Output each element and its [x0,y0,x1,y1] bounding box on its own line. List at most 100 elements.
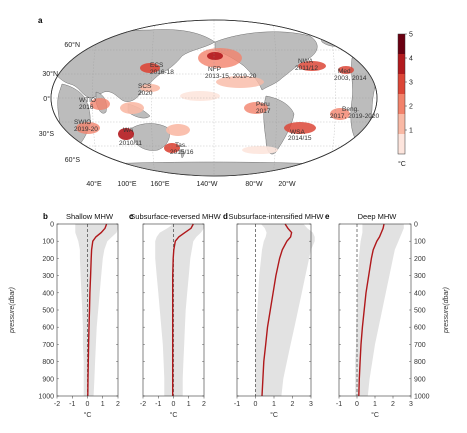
panel-a: a [38,16,413,188]
x-tick-label: -1 [336,401,342,408]
x-axis-label: °C [84,411,92,419]
spread-band [155,224,204,396]
x-tick-label: 1 [373,401,377,408]
y-axis-label: pressure(dbar) [443,287,450,334]
y-tick-label: 900 [42,376,54,383]
event-years: 2017 [256,108,271,115]
y-tick-label: 500 [414,308,426,315]
panel-letter: e [325,212,330,221]
event-name: Beng. [342,106,359,113]
event-name: Med [338,68,351,75]
colorbar-frame [397,33,406,155]
colorbar-tick-label: 2 [409,104,413,111]
x-tick-label: -1 [69,401,75,408]
y-tick-label: 200 [42,256,54,263]
event-name: SCS [138,83,152,90]
panel-letter: b [43,212,48,221]
colorbar-unit: °C [398,160,406,168]
mhw-patches [51,48,354,154]
x-tick-label: 3 [309,401,313,408]
x-tick-label: -1 [234,401,240,408]
event-years: 2017, 2019-2020 [330,113,380,120]
profile-panels: -2 -1 0 1 2°C0100200300400500600700800900100… [9,212,450,419]
event-years: 2016-18 [150,69,174,76]
colorbar-segment [398,54,405,74]
event-years: 2016 [79,104,94,111]
event-name: NFP [208,66,221,73]
x-tick-label: 0 [172,401,176,408]
event-name: NWA [298,58,314,65]
event-years: 2003, 2014 [334,75,367,82]
spread-band [255,224,315,396]
event-years: 2020 [138,90,153,97]
y-tick-label: 200 [414,256,426,263]
lon-label: 40°E [86,180,102,188]
event-years: 2011/12 [295,65,318,72]
mean-profile-line [172,223,194,396]
event-name: Tas. [175,142,187,149]
x-tick-label: 2 [291,401,295,408]
y-tick-label: 0 [50,222,54,229]
lat-labels: 60°N 30°N 0° 30°S 60°S [39,41,81,164]
x-tick-label: 1 [187,401,191,408]
x-tick-label: 0 [355,401,359,408]
x-tick-label: 2 [116,401,120,408]
x-axis-label: °C [170,411,178,419]
y-tick-label: 400 [42,290,54,297]
y-tick-label: 600 [414,325,426,332]
panel-title: Subsurface-reversed MHW [130,212,221,221]
event-name: WSA [290,129,305,136]
y-tick-label: 100 [414,239,426,246]
lat-label: 0° [43,95,50,103]
event-years: 2014/15 [288,135,312,142]
event-years: 2013-15, 2019-20 [205,73,257,80]
lon-label: 20°W [278,180,296,188]
event-name: ECS [150,62,164,69]
x-tick-label: 2 [391,401,395,408]
lat-label: 30°S [39,130,55,138]
y-tick-label: 100 [42,239,54,246]
event-name: WTIO [79,97,96,104]
panel-letter: d [223,212,228,221]
x-tick-label: -2 [54,401,60,408]
y-tick-label: 700 [414,342,426,349]
mean-profile-line [87,223,108,397]
panel-title: Shallow MHW [66,212,114,221]
x-tick-label: 1 [272,401,276,408]
colorbar-segment [398,114,405,134]
lon-label: 140°W [196,180,217,188]
y-tick-label: 500 [42,308,54,315]
x-axis-label: °C [270,411,278,419]
x-tick-label: 0 [254,401,258,408]
x-tick-label: 2 [202,401,206,408]
x-tick-label: 1 [101,401,105,408]
spread-band [355,224,404,396]
profile-panel-e: -1 0 1 2 3 °C 0 100 200 300 400 500 600 700 800 900 1000… [325,212,450,419]
colorbar-tick-label: 4 [409,56,413,63]
event-years: 2010/11 [119,140,142,147]
y-tick-label: 0 [414,222,418,229]
event-name: Peru [256,101,270,108]
y-tick-label: 1000 [414,394,430,401]
panel-title: Deep MHW [358,212,398,221]
y-tick-label: 300 [42,273,54,280]
profile-panel-b: -2 -1 0 1 2 °C 0 100 200 300 400 500 600 700 800 900 100… [9,212,120,419]
colorbar-tick-label: 5 [409,32,413,39]
y-tick-label: 1000 [38,394,54,401]
colorbar-segment [398,34,405,54]
panel-letter: c [129,212,134,221]
colorbar-segment [398,74,405,94]
colorbar-segment [398,134,405,154]
y-axis-label: pressure(dbar) [9,287,16,334]
event-years: 2019-20 [74,126,98,133]
event-name: WA [123,127,134,134]
y-tick-label: 800 [414,359,426,366]
event-labels: ECS 2016-18 SCS 2020 NFP 2013-15, 2019-2… [74,58,380,156]
event-name: SWIO [74,119,91,126]
colorbar-segment [398,94,405,114]
lon-label: 100°E [117,180,136,188]
y-tick-label: 300 [414,273,426,280]
x-tick-label: -1 [155,401,161,408]
lon-labels: 40°E 100°E 160°E 140°W 80°W 20°W [86,180,296,188]
